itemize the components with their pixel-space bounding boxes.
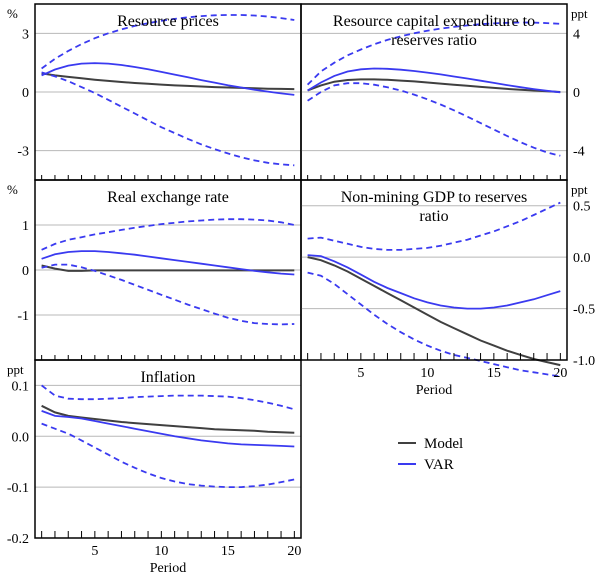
panel-1: 3 0 -3% Resource prices	[7, 3, 302, 181]
series-model	[307, 78, 561, 93]
series-var	[41, 62, 295, 96]
panel-title: Resource capital expenditure to	[333, 13, 535, 30]
series-var-upper-band	[41, 14, 295, 70]
series-var-upper-band	[307, 201, 561, 251]
x-tick-label: 10	[154, 544, 168, 559]
panel-title: Inflation	[140, 369, 195, 386]
series-var-lower-band	[307, 271, 561, 378]
y-tick-label: 0.0	[12, 430, 30, 445]
x-tick-label: 5	[91, 544, 98, 559]
series-var	[307, 67, 561, 94]
legend-var-label: VAR	[424, 457, 454, 473]
y-tick-label: -1.0	[573, 354, 595, 369]
x-tick-label: 20	[553, 366, 567, 381]
series-var-lower-band	[41, 263, 295, 326]
y-tick-label: -1	[17, 309, 29, 324]
y-tick-label: -3	[17, 145, 29, 160]
panel-title: reserves ratio	[391, 32, 477, 49]
panel-title: Non-mining GDP to reserves	[341, 189, 528, 206]
panel-title: ratio	[419, 208, 448, 225]
series-var-lower-band	[307, 82, 561, 157]
panel-title: Real exchange rate	[107, 189, 229, 206]
chart-panels: 3 0 -3% Resource prices 4 0 -4 ppt Resource capi…	[7, 3, 595, 576]
panel-title: Resource prices	[117, 13, 219, 30]
series-model	[41, 404, 295, 434]
y-tick-label: -4	[573, 145, 585, 160]
y-unit-label: ppt	[571, 182, 588, 197]
panel-frame	[300, 179, 568, 361]
x-tick-label: 15	[221, 544, 235, 559]
y-tick-label: 4	[573, 27, 580, 42]
y-tick-label: 0.1	[12, 379, 30, 394]
x-tick-label: 10	[420, 366, 434, 381]
series-var-upper-band	[41, 218, 295, 251]
y-tick-label: 0	[22, 264, 29, 279]
y-unit-label: ppt	[571, 6, 588, 21]
x-axis-label: Period	[416, 383, 453, 398]
y-unit-label: %	[7, 6, 18, 21]
y-tick-label: -0.1	[7, 481, 29, 496]
series-model	[307, 256, 561, 367]
x-tick-label: 15	[487, 366, 501, 381]
y-tick-label: -0.2	[7, 532, 29, 547]
y-tick-label: 0.0	[573, 251, 591, 266]
y-tick-label: 0	[573, 86, 580, 101]
y-unit-label: ppt	[7, 362, 24, 377]
legend-model-label: Model	[424, 436, 463, 452]
y-tick-label: 0	[22, 86, 29, 101]
panel-3: 1 0 -1% Real exchange rate	[7, 179, 302, 361]
y-tick-label: 0.5	[573, 200, 591, 215]
series-var-lower-band	[41, 71, 295, 167]
y-tick-label: 3	[22, 27, 29, 42]
series-var-upper-band	[306, 21, 561, 86]
series-var	[41, 250, 295, 276]
x-axis-label: Period	[150, 561, 187, 576]
legend: Model VAR	[398, 436, 463, 473]
panel-2: 4 0 -4 ppt Resource capital expenditure to re…	[300, 3, 588, 181]
series-model	[41, 72, 295, 91]
series-var	[307, 254, 561, 310]
panel-frame	[34, 359, 302, 539]
y-unit-label: %	[7, 182, 18, 197]
panel-4: 0.5 0.0 -0.5 -1.0 ppt 5 10 15 20 Period Non-mining…	[300, 179, 595, 398]
x-tick-label: 20	[287, 544, 301, 559]
series-var-upper-band	[41, 384, 295, 411]
series-var-lower-band	[41, 422, 295, 489]
series-model	[41, 264, 295, 272]
panel-5: 0.1 0.0 -0.1 -0.2 ppt 5 10 15 20 Period Inflation	[7, 359, 302, 576]
y-tick-label: 1	[22, 219, 29, 234]
series-var	[41, 410, 295, 448]
x-tick-label: 5	[357, 366, 364, 381]
y-tick-label: -0.5	[573, 303, 595, 318]
